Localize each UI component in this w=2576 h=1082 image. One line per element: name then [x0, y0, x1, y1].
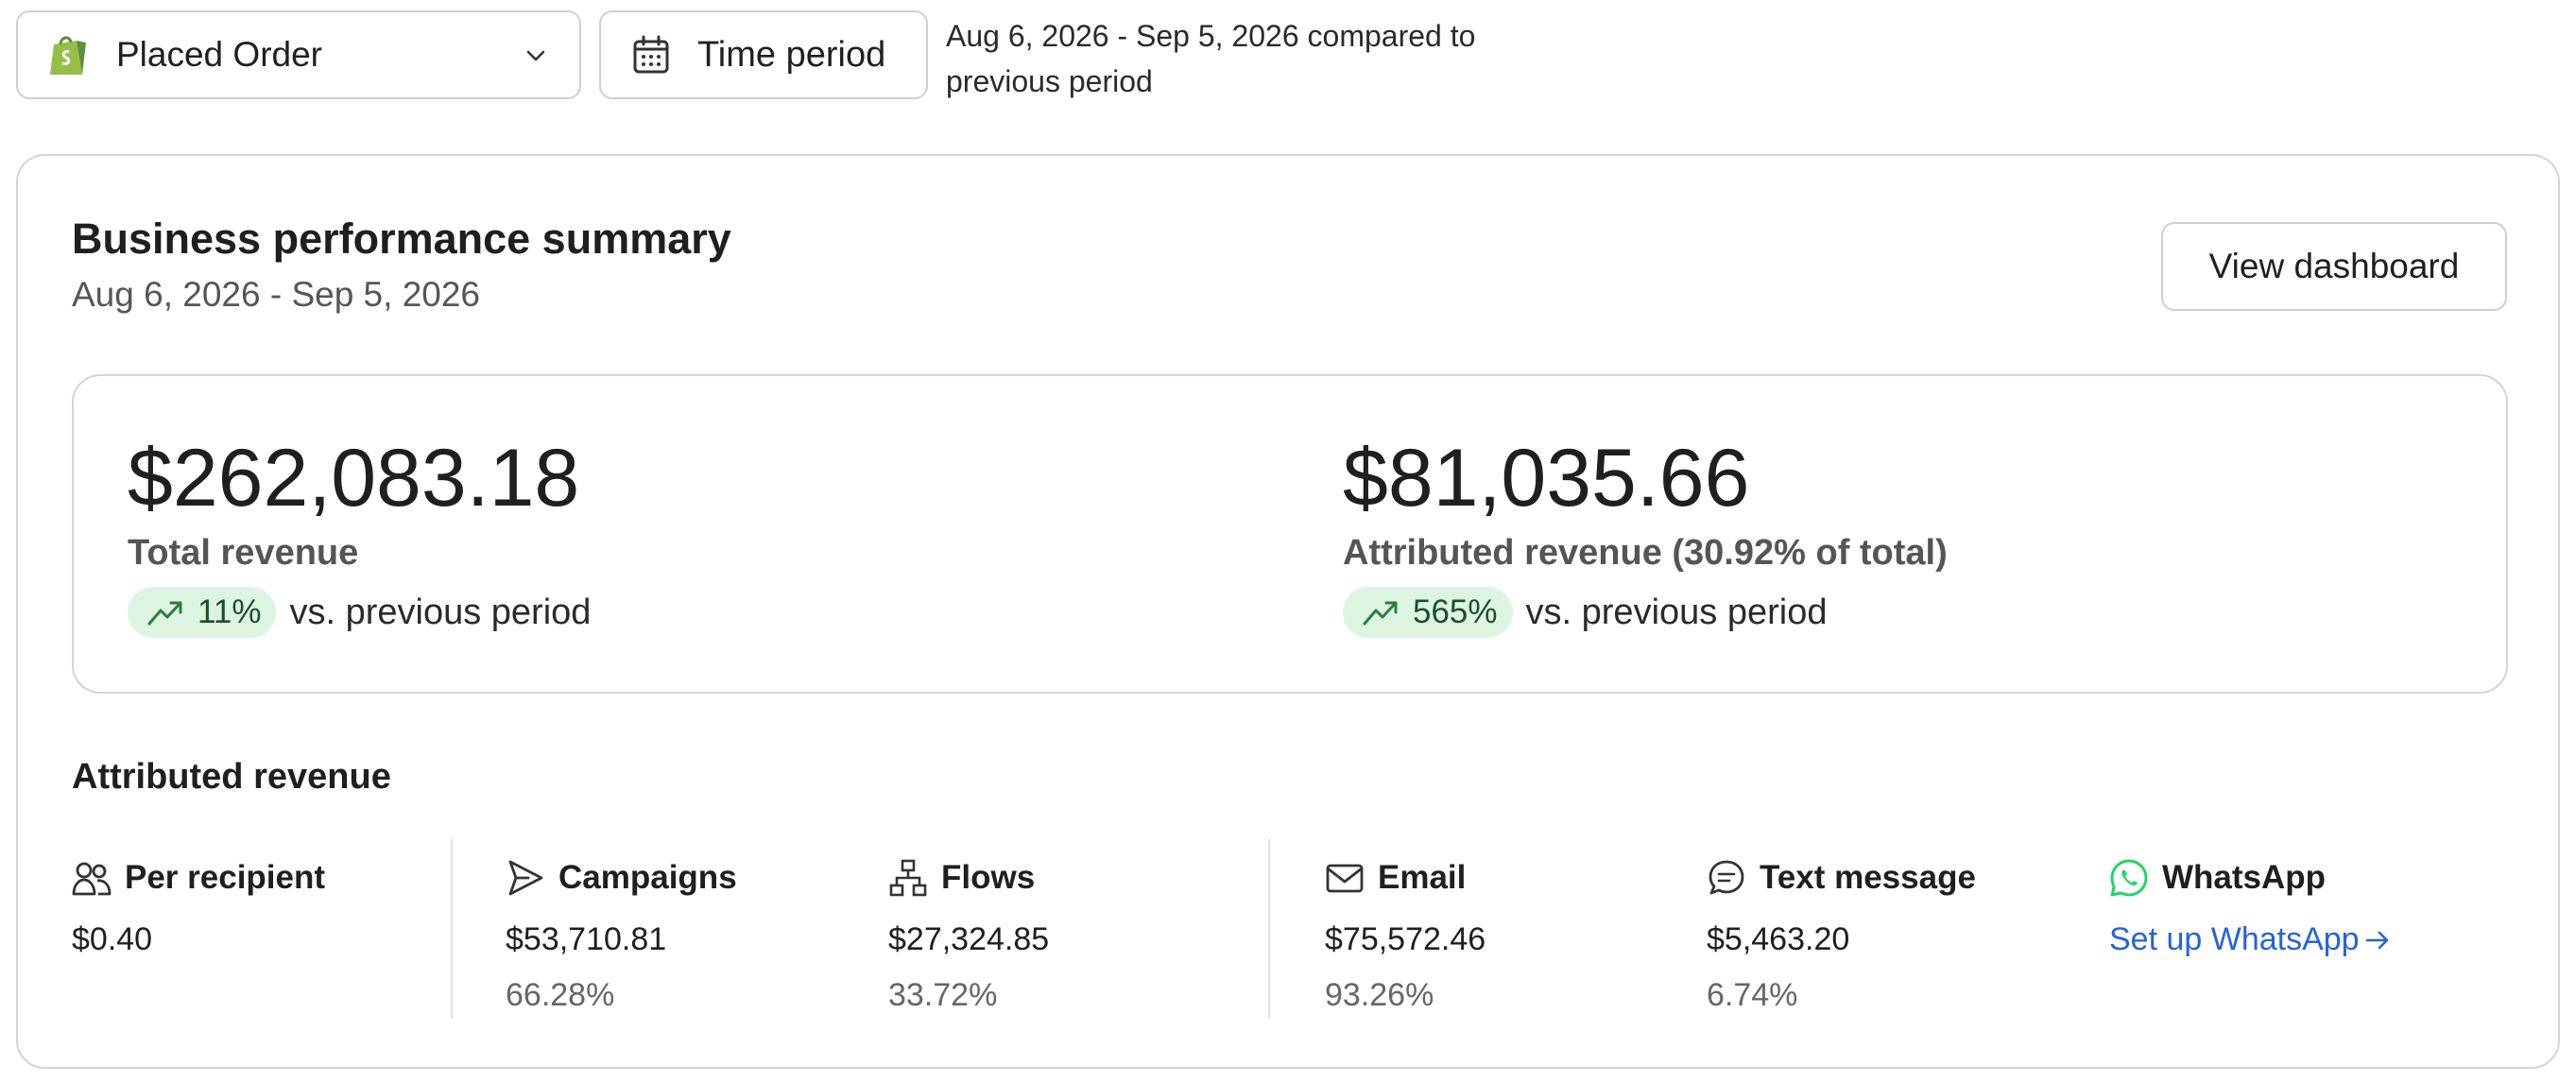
compare-period-text: Aug 6, 2026 - Sep 5, 2026 compared to pr…	[946, 19, 1476, 98]
attributed-revenue-value: $81,035.66	[1343, 433, 1750, 524]
trend-compare-text: vs. previous period	[1525, 592, 1828, 632]
performance-summary-card: Business performance summary Aug 6, 2026…	[16, 154, 2560, 1069]
trend-up-icon	[1363, 601, 1398, 626]
arrow-right-icon	[2365, 931, 2388, 949]
calendar-icon	[633, 35, 669, 74]
time-period-button[interactable]: Time period	[599, 10, 928, 99]
whatsapp-column: WhatsApp Set up WhatsApp	[2109, 855, 2392, 958]
attributed-revenue-metric: $81,035.66 Attributed revenue (30.92% of…	[1343, 433, 1948, 638]
trend-compare-text: vs. previous period	[289, 592, 592, 632]
attributed-revenue-label: Attributed revenue (30.92% of total)	[1343, 533, 1948, 573]
text-message-label: Text message	[1760, 859, 1976, 896]
trend-up-icon	[147, 601, 182, 626]
shopify-bag-icon	[50, 36, 86, 75]
total-revenue-value: $262,083.18	[128, 433, 580, 524]
text-message-column: Text message $5,463.20 6.74%	[1707, 855, 1976, 1014]
divider	[451, 839, 453, 1019]
text-message-percent: 6.74%	[1707, 977, 1798, 1013]
campaigns-column: Campaigns $53,710.81 66.28%	[506, 855, 737, 1014]
card-date-range: Aug 6, 2026 - Sep 5, 2026	[72, 275, 481, 314]
per-recipient-column: Per recipient $0.40	[72, 855, 325, 958]
metrics-box: $262,083.18 Total revenue 11% vs. previo…	[72, 374, 2508, 694]
envelope-icon	[1326, 864, 1364, 893]
send-icon	[508, 860, 543, 896]
trend-percent: 11%	[197, 593, 262, 630]
attributed-revenue-title: Attributed revenue	[72, 757, 391, 797]
metric-select-value: Placed Order	[116, 35, 322, 74]
per-recipient-value: $0.40	[72, 921, 153, 957]
flow-hierarchy-icon	[889, 859, 927, 897]
users-icon	[72, 862, 112, 896]
chat-bubble-icon	[1709, 860, 1744, 895]
email-label: Email	[1378, 859, 1467, 896]
text-message-value: $5,463.20	[1707, 921, 1850, 957]
trend-badge: 565%	[1343, 587, 1513, 638]
flows-value: $27,324.85	[888, 921, 1050, 957]
email-value: $75,572.46	[1325, 921, 1486, 957]
email-percent: 93.26%	[1325, 977, 1434, 1013]
view-dashboard-button[interactable]: View dashboard	[2161, 222, 2507, 311]
setup-whatsapp-link[interactable]: Set up WhatsApp	[2109, 921, 2392, 958]
whatsapp-icon	[2110, 859, 2148, 897]
total-revenue-metric: $262,083.18 Total revenue 11% vs. previo…	[128, 433, 591, 638]
flows-label: Flows	[941, 859, 1036, 896]
per-recipient-label: Per recipient	[125, 859, 326, 896]
email-column: Email $75,572.46 93.26%	[1325, 855, 1485, 1014]
flows-column: Flows $27,324.85 33.72%	[888, 855, 1049, 1014]
chevron-down-icon	[526, 50, 545, 61]
setup-whatsapp-link-text: Set up WhatsApp	[2109, 921, 2360, 957]
campaigns-label: Campaigns	[558, 859, 737, 896]
card-title: Business performance summary	[72, 215, 731, 263]
campaigns-value: $53,710.81	[506, 921, 667, 957]
total-revenue-label: Total revenue	[128, 533, 359, 573]
campaigns-percent: 66.28%	[506, 977, 615, 1013]
whatsapp-label: WhatsApp	[2162, 859, 2327, 896]
time-period-label: Time period	[697, 34, 886, 75]
trend-percent: 565%	[1413, 593, 1498, 630]
trend-badge: 11%	[128, 587, 277, 638]
metric-select[interactable]: Placed Order	[16, 10, 581, 99]
flows-percent: 33.72%	[888, 977, 998, 1013]
divider	[1268, 839, 1270, 1019]
